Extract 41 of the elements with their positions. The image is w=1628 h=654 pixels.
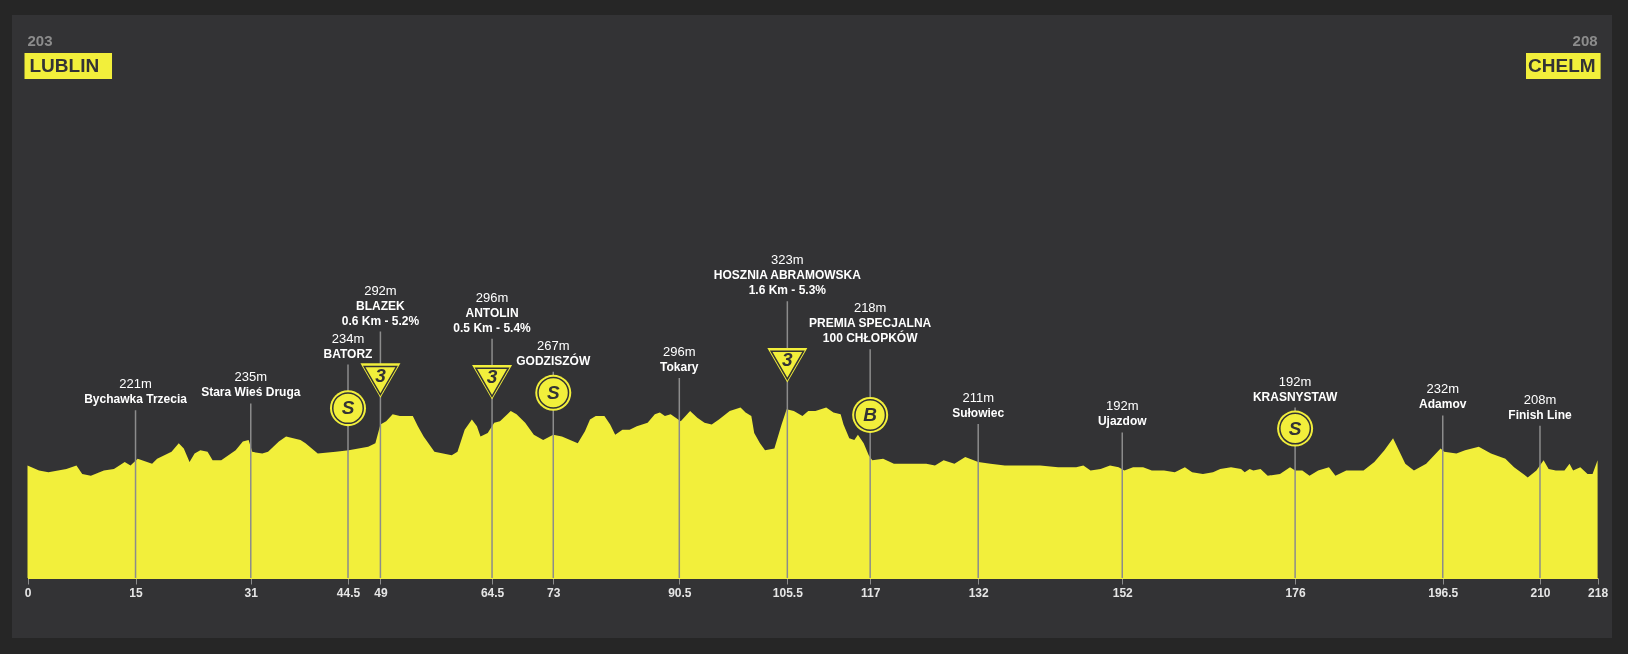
text: CHELM [1528,55,1596,76]
text: 221m Bychawka Trzecia [84,376,187,407]
x-tick-label: 176 [1285,585,1306,600]
x-tick-label: 31 [244,585,259,600]
text: 292m BLAZEK 0.6 Km - 5.2% [341,282,420,328]
x-tick-label: 90.5 [668,585,692,600]
x-tick-label: 0 [24,585,32,600]
text: LUBLIN [29,55,100,76]
text: 296m Tokary [660,343,699,374]
x-tick-label: 218 [1588,585,1609,600]
text: 203 [27,32,53,49]
text: 208m Finish Line [1508,391,1572,422]
text: 192m Ujazdow [1097,398,1147,429]
x-tick-label: 210 [1530,585,1551,600]
text: 234m BATORZ [323,330,373,361]
annotation: 3 [375,364,387,386]
text: 267m GODZISZÓW [516,337,591,368]
annotation: S [546,381,560,403]
text: 218m PREMIA SPECJALNA 100 CHŁOPKÓW [809,300,932,346]
text: 296m ANTOLIN 0.5 Km - 5.4% [453,289,531,335]
x-tick-label: 117 [860,585,881,600]
x-tick-label: 49 [374,585,388,600]
x-tick-label: 196.5 [1428,585,1459,600]
text: 208 [1572,32,1598,49]
x-tick-label: 15 [129,585,144,600]
annotation: 3 [782,349,794,371]
annotation: 3 [486,366,498,388]
annotation: B [863,403,878,425]
x-tick-label: 132 [968,585,990,600]
x-tick-label: 105.5 [772,585,804,600]
text: 232m Adamov [1419,381,1467,412]
text: 235m Stara Wieś Druga [201,369,301,400]
text: 323m HOSZNIA ABRAMOWSKA 1.6 Km - 5.3% [713,252,861,298]
x-tick-label: 44.5 [336,585,361,600]
text: 192m KRASNYSTAW [1252,373,1338,404]
annotation: S [341,397,355,419]
x-tick-label: 64.5 [480,585,505,600]
x-tick-label: 152 [1112,585,1134,600]
text: 211m Sułowiec [952,389,1005,420]
x-tick-label: 73 [547,585,561,600]
annotation: S [1288,417,1302,439]
